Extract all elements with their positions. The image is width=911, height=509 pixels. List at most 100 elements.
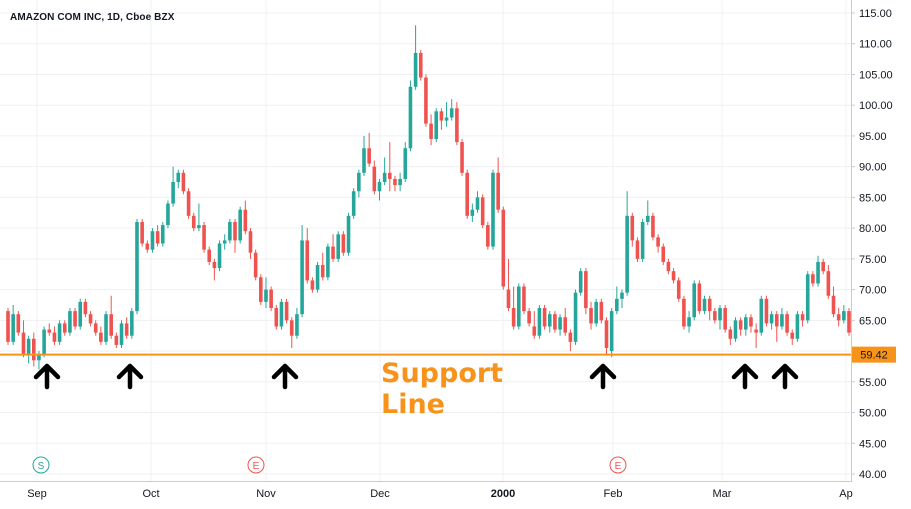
candle bbox=[718, 304, 722, 330]
price-tick-label: 55.00 bbox=[859, 377, 887, 389]
earnings-marker[interactable]: E bbox=[609, 456, 627, 474]
support-line-annotation: Support Line bbox=[381, 358, 503, 420]
candle bbox=[625, 191, 629, 296]
candle bbox=[73, 308, 77, 330]
candle bbox=[269, 286, 273, 312]
candle bbox=[620, 289, 624, 309]
candle bbox=[284, 298, 289, 324]
price-tick-label: 85.00 bbox=[859, 192, 887, 204]
candle bbox=[816, 255, 820, 287]
time-axis[interactable]: Sep Oct Nov Dec 2000 Feb Mar Ap bbox=[27, 488, 853, 500]
candle bbox=[78, 298, 83, 330]
split-marker[interactable]: S bbox=[32, 456, 50, 474]
candle bbox=[527, 308, 531, 327]
candle bbox=[52, 326, 57, 345]
price-axis[interactable]: 115.00 110.00 105.00 100.00 95.00 90.00 85.00 8… bbox=[851, 8, 893, 481]
candle bbox=[11, 304, 15, 345]
support-price-badge bbox=[852, 346, 896, 363]
candle bbox=[764, 295, 769, 327]
candle bbox=[821, 258, 826, 275]
candle bbox=[212, 258, 217, 281]
earnings-marker[interactable]: E bbox=[247, 456, 265, 474]
candle bbox=[181, 169, 186, 195]
price-tick-label: 110.00 bbox=[859, 39, 892, 51]
candle bbox=[6, 308, 10, 345]
candle bbox=[532, 311, 537, 339]
candle bbox=[295, 308, 299, 339]
time-tick-label: Oct bbox=[142, 488, 159, 500]
candle bbox=[176, 169, 181, 189]
candle bbox=[259, 274, 263, 305]
candle bbox=[516, 283, 521, 330]
candle bbox=[413, 25, 418, 90]
candle bbox=[408, 80, 413, 152]
candle bbox=[449, 99, 454, 121]
candle bbox=[351, 188, 356, 219]
candle bbox=[424, 74, 428, 127]
candle bbox=[774, 311, 779, 342]
candle bbox=[522, 283, 526, 315]
candle bbox=[553, 311, 557, 333]
candle bbox=[382, 157, 387, 186]
svg-text:E: E bbox=[253, 461, 260, 472]
candle bbox=[604, 317, 609, 355]
candle bbox=[202, 221, 206, 253]
candle bbox=[630, 212, 635, 247]
candle bbox=[300, 225, 304, 318]
candle bbox=[130, 308, 134, 339]
candle bbox=[315, 261, 320, 293]
candle bbox=[594, 298, 598, 327]
candle bbox=[444, 102, 449, 127]
candle bbox=[166, 200, 170, 229]
candle bbox=[563, 308, 568, 336]
candle bbox=[228, 218, 232, 244]
candle bbox=[713, 308, 717, 324]
candle bbox=[253, 249, 258, 281]
candle bbox=[795, 311, 800, 342]
candle bbox=[243, 200, 248, 235]
candle bbox=[320, 252, 325, 281]
candle bbox=[429, 114, 433, 146]
support-price-text: 59.42 bbox=[860, 350, 888, 362]
candle bbox=[455, 102, 459, 146]
candle bbox=[733, 317, 738, 342]
candles-layer bbox=[6, 25, 851, 370]
candle bbox=[155, 225, 160, 247]
price-tick-label: 105.00 bbox=[859, 69, 893, 81]
candle bbox=[362, 135, 366, 176]
up-arrow-icon bbox=[771, 363, 799, 390]
candle bbox=[728, 326, 733, 345]
time-tick-label: Dec bbox=[370, 488, 390, 500]
candle bbox=[486, 221, 490, 250]
candle bbox=[57, 320, 62, 345]
candle bbox=[93, 320, 98, 336]
candle bbox=[367, 132, 371, 167]
candle bbox=[749, 314, 753, 333]
up-arrow-icon bbox=[33, 363, 61, 390]
candle bbox=[62, 320, 67, 336]
candle bbox=[769, 311, 774, 330]
candle bbox=[573, 289, 578, 345]
candle bbox=[171, 166, 175, 207]
candle bbox=[326, 243, 330, 281]
candle bbox=[377, 178, 382, 201]
price-tick-label: 90.00 bbox=[859, 162, 887, 174]
price-tick-label: 40.00 bbox=[859, 469, 887, 481]
svg-text:E: E bbox=[615, 461, 622, 472]
candle bbox=[475, 191, 480, 213]
candle bbox=[826, 265, 831, 299]
candle bbox=[99, 326, 103, 345]
candle bbox=[671, 268, 676, 284]
svg-text:S: S bbox=[38, 461, 45, 472]
price-tick-label: 70.00 bbox=[859, 285, 887, 297]
candle bbox=[357, 169, 361, 198]
up-arrow-icon bbox=[271, 363, 299, 390]
up-arrow-icon bbox=[731, 363, 759, 390]
candle bbox=[439, 108, 444, 130]
up-arrow-icon bbox=[116, 363, 144, 390]
candle bbox=[651, 212, 655, 241]
candle bbox=[88, 311, 93, 327]
candle bbox=[800, 311, 805, 327]
candle bbox=[744, 314, 748, 336]
